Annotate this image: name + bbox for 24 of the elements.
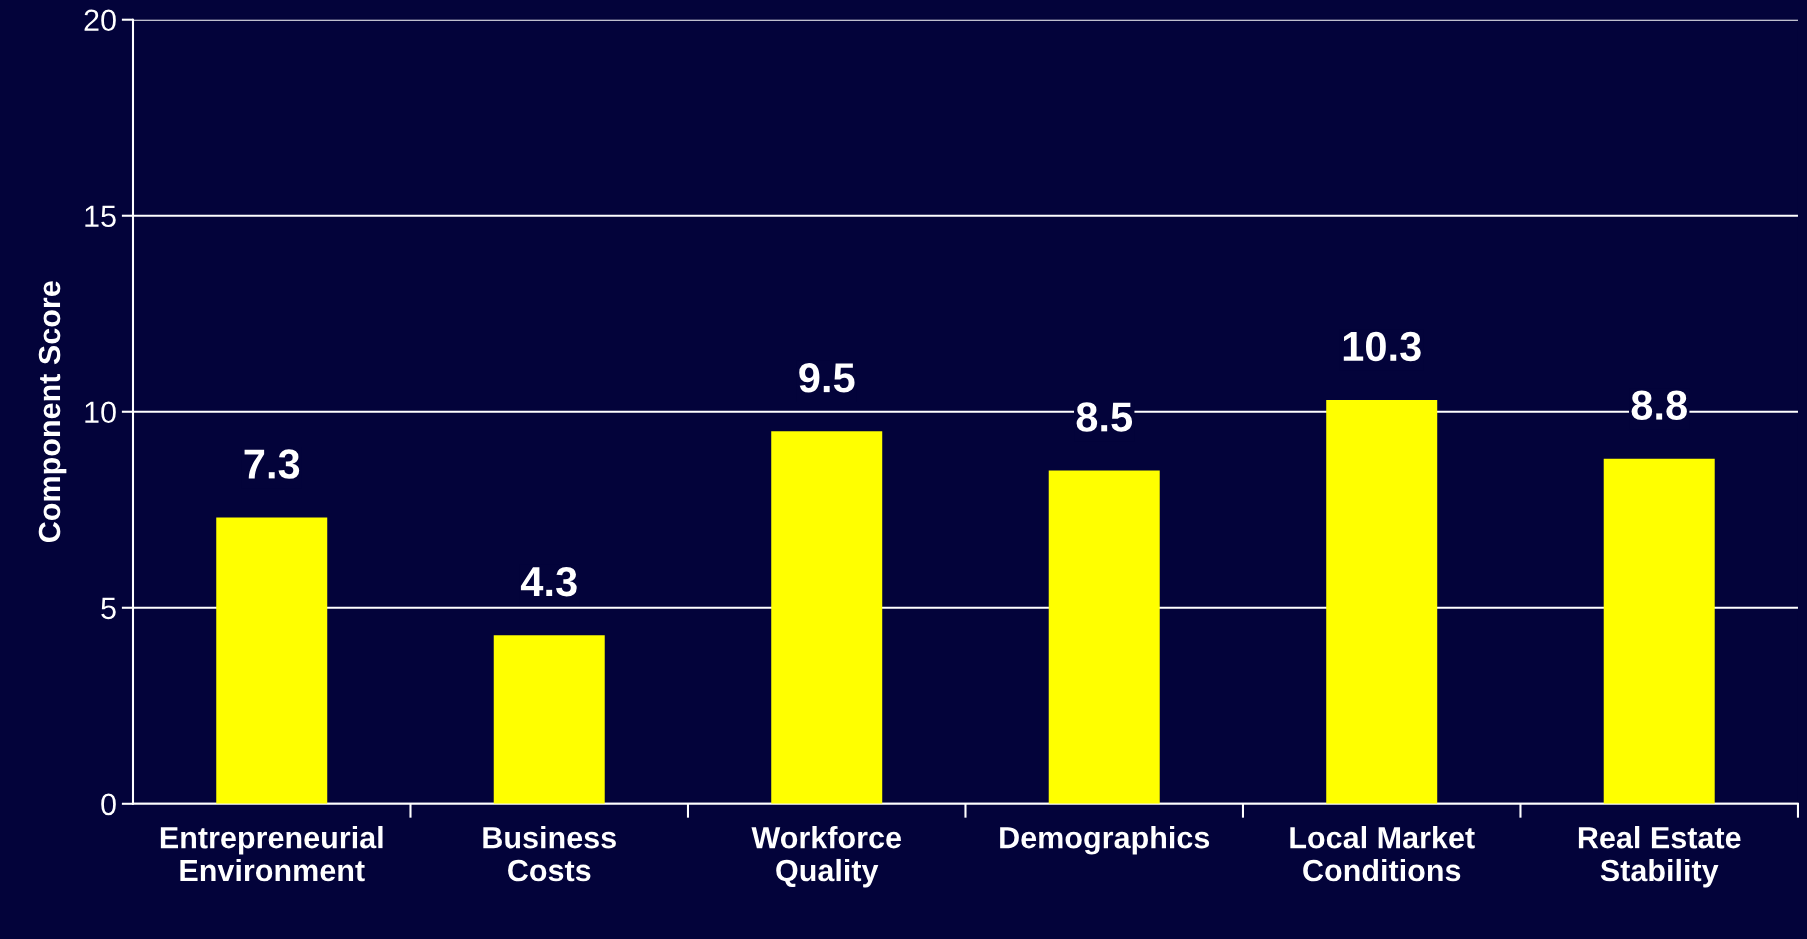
data-label: 7.3 <box>244 449 300 479</box>
x-tick-label: Demographics <box>1000 826 1210 855</box>
data-label: 10.3 <box>1343 331 1421 362</box>
y-tick-label: 20 <box>84 9 116 32</box>
x-tick-label: Workforce Quality <box>751 826 901 888</box>
bar <box>771 431 883 804</box>
x-tick-label: Entrepreneurial Environment <box>160 826 383 882</box>
y-tick-label: 5 <box>101 597 116 620</box>
bar <box>216 517 328 804</box>
y-tick-label: 15 <box>85 205 116 228</box>
y-axis-title: Component Score <box>38 281 67 543</box>
y-tick-label: 10 <box>85 401 116 424</box>
y-tick-label: 0 <box>101 793 116 816</box>
x-tick-label: Real Estate Stability <box>1578 826 1741 888</box>
data-label: 8.8 <box>1631 390 1687 420</box>
x-tick-label: Business Costs <box>483 826 616 882</box>
bar <box>1048 470 1160 804</box>
bar <box>1326 399 1438 804</box>
data-label: 9.5 <box>799 363 855 393</box>
data-label: 4.3 <box>520 566 577 597</box>
data-label: 8.5 <box>1076 402 1133 432</box>
bar <box>493 635 605 804</box>
x-tick-label: Local Market Conditions <box>1290 826 1475 882</box>
bar <box>1603 458 1715 804</box>
